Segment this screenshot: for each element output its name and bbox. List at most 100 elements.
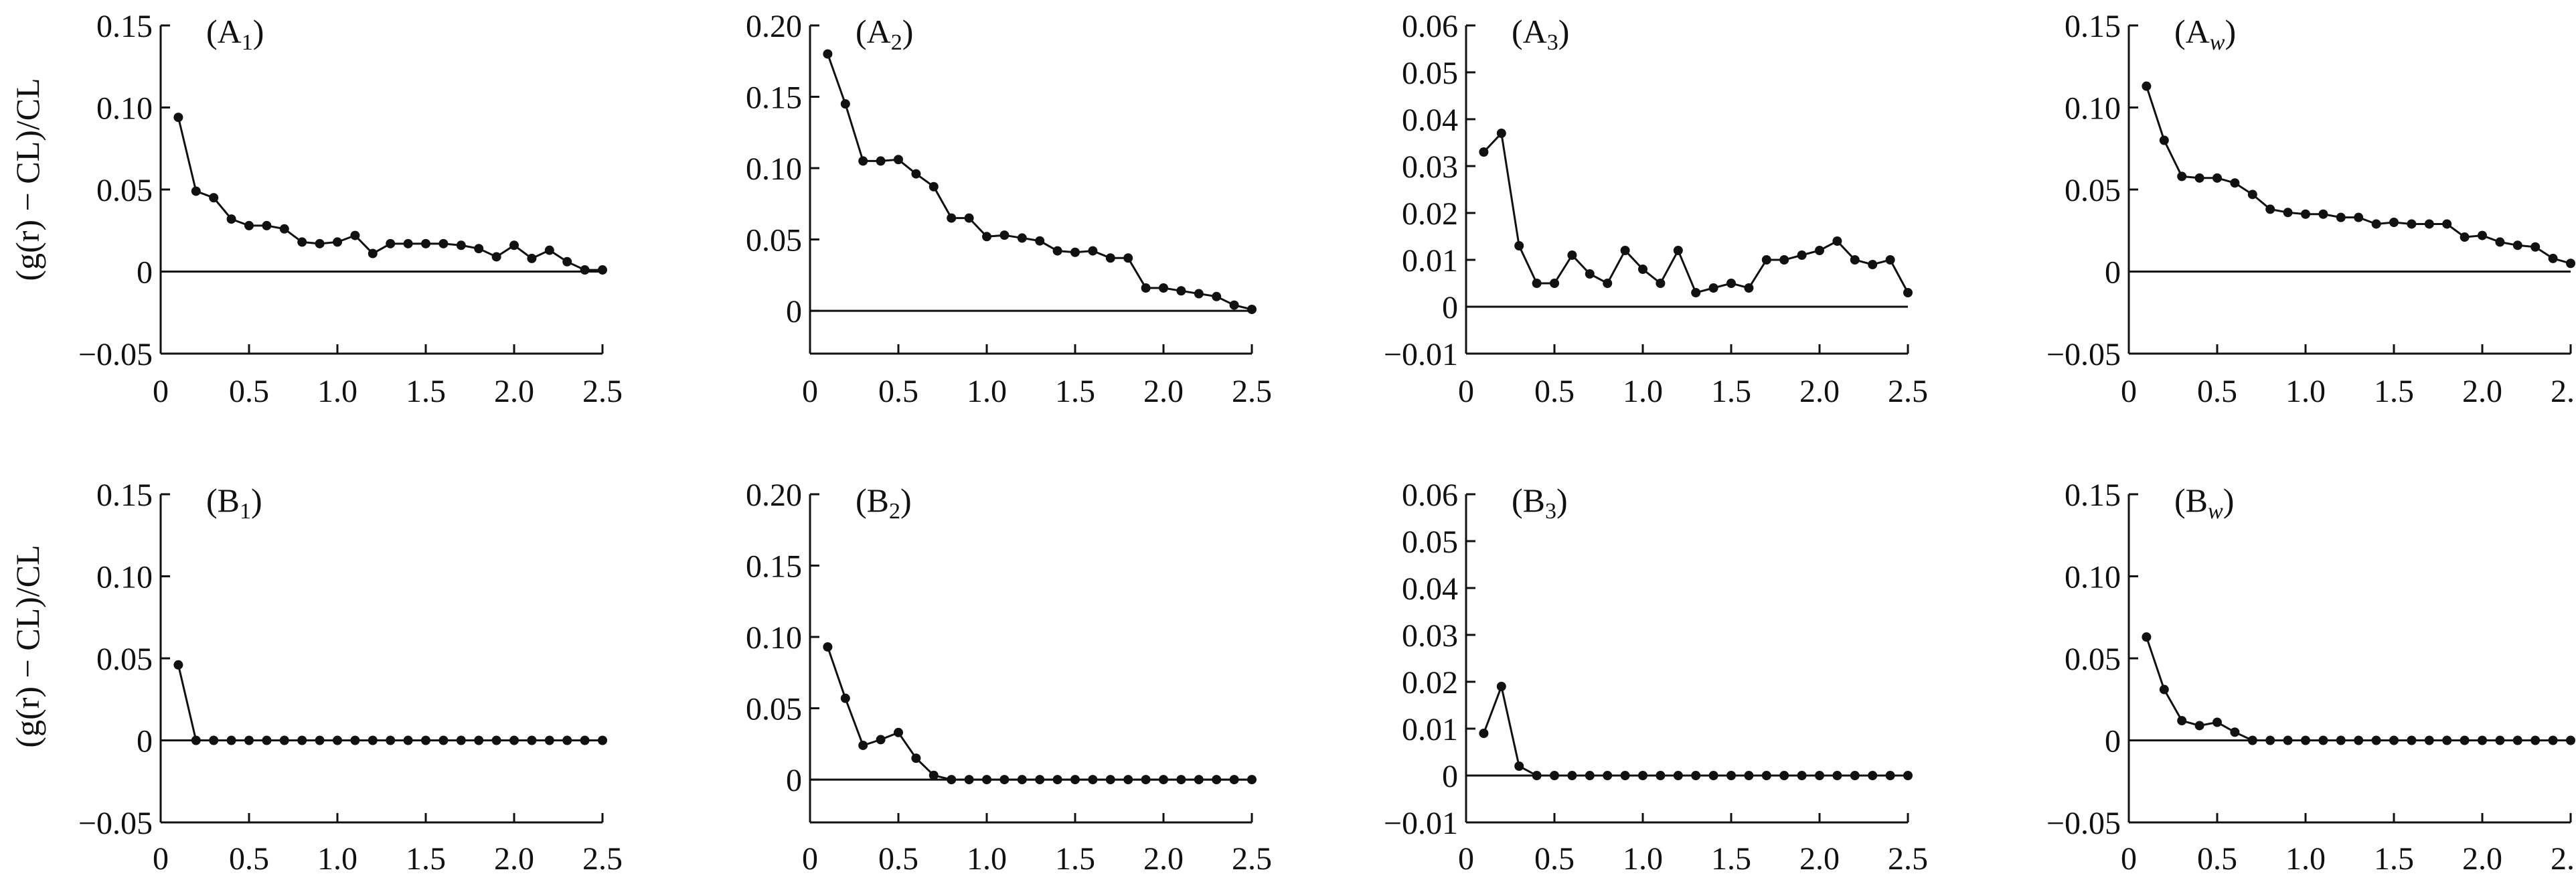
data-point-B3-22 [1868, 771, 1878, 780]
data-point-B1-5 [262, 735, 272, 745]
data-point-B2-7 [947, 775, 957, 785]
data-point-Aw-15 [2407, 219, 2417, 229]
data-point-B3-23 [1885, 771, 1895, 780]
data-point-B2-21 [1194, 775, 1204, 785]
data-point-Aw-14 [2389, 218, 2399, 227]
ytick-label-B3-1: 0 [1442, 759, 1458, 794]
ytick-label-A3-3: 0.02 [1402, 196, 1458, 232]
ytick-label-A3-1: 0 [1442, 290, 1458, 325]
data-point-A3-20 [1832, 236, 1842, 246]
ytick-label-Aw-4: 0.15 [2065, 9, 2121, 44]
data-point-B1-11 [368, 735, 378, 745]
series-line-A3 [1483, 131, 1909, 294]
data-point-A1-4 [244, 220, 254, 230]
data-point-A3-15 [1744, 283, 1754, 293]
data-point-B3-0 [1479, 729, 1489, 738]
ytick-label-Bw-3: 0.10 [2065, 560, 2121, 595]
ytick-label-B1-3: 0.10 [96, 560, 153, 595]
data-point-A1-20 [527, 253, 537, 263]
data-point-Bw-20 [2495, 735, 2505, 745]
xtick-label-A3-1: 0.5 [1534, 374, 1575, 409]
data-point-A2-13 [1052, 246, 1062, 256]
data-point-B2-9 [982, 775, 991, 785]
data-point-Bw-8 [2283, 735, 2293, 745]
ytick-label-B3-3: 0.02 [1402, 665, 1458, 701]
data-point-B3-2 [1514, 761, 1524, 771]
data-point-A1-5 [262, 220, 272, 230]
data-point-A1-17 [474, 244, 484, 254]
data-point-A2-16 [1105, 253, 1115, 263]
data-point-Bw-15 [2407, 735, 2417, 745]
xtick-label-B3-4: 2.0 [1799, 841, 1840, 877]
ytick-label-B1-4: 0.15 [96, 478, 153, 513]
data-point-Bw-11 [2336, 735, 2346, 745]
ytick-label-A2-3: 0.15 [746, 80, 802, 116]
ytick-label-A3-4: 0.03 [1402, 149, 1458, 185]
data-point-B2-12 [1035, 775, 1045, 785]
data-point-Aw-24 [2566, 259, 2575, 269]
data-point-B3-15 [1744, 771, 1754, 780]
ytick-label-A3-0: −0.01 [1384, 337, 1458, 372]
xtick-label-A1-2: 1.0 [317, 374, 357, 409]
data-point-A1-0 [173, 113, 183, 123]
data-point-Aw-19 [2478, 230, 2487, 240]
data-point-B1-4 [244, 735, 254, 745]
data-point-B2-10 [999, 775, 1010, 785]
ytick-label-B2-3: 0.15 [746, 549, 802, 585]
data-point-B2-11 [1017, 775, 1027, 785]
data-point-B2-19 [1159, 775, 1168, 785]
data-point-Bw-2 [2177, 716, 2187, 726]
data-point-Aw-23 [2548, 253, 2558, 263]
data-point-A1-19 [509, 240, 519, 250]
data-point-A2-19 [1159, 283, 1168, 293]
ytick-label-A1-3: 0.10 [96, 91, 153, 127]
xtick-label-Bw-2: 1.0 [2285, 841, 2326, 877]
series-line-B1 [177, 664, 602, 741]
ytick-label-Bw-0: −0.05 [2046, 806, 2121, 841]
data-point-B3-11 [1673, 771, 1683, 780]
data-point-A2-8 [964, 213, 974, 223]
data-point-A2-9 [982, 232, 991, 242]
xtick-label-A3-2: 1.0 [1623, 374, 1663, 409]
xtick-label-A1-1: 0.5 [229, 374, 269, 409]
data-point-B1-24 [598, 735, 607, 745]
ytick-label-Aw-1: 0 [2105, 255, 2121, 291]
xtick-label-B1-3: 1.5 [406, 841, 446, 877]
ytick-label-A3-2: 0.01 [1402, 243, 1458, 279]
ytick-label-A2-2: 0.10 [746, 151, 802, 187]
data-point-A2-18 [1141, 283, 1151, 293]
ylabel-top-row: (g(r) − CL)/CL [9, 78, 46, 281]
panel-label-Bw: (Bw) [2174, 482, 2234, 524]
panel-label-B1: (B1) [206, 482, 262, 524]
data-point-B1-13 [403, 735, 413, 745]
xtick-label-B3-0: 0 [1458, 841, 1474, 877]
data-point-B3-21 [1850, 771, 1860, 780]
data-point-A2-11 [1017, 233, 1027, 243]
data-point-A3-9 [1638, 265, 1647, 274]
data-point-A1-14 [421, 238, 430, 248]
xtick-label-A1-5: 2.5 [582, 374, 623, 409]
panel-label-A2: (A2) [856, 13, 913, 55]
data-point-A1-22 [562, 257, 572, 267]
data-point-A3-11 [1673, 246, 1683, 255]
data-point-Aw-8 [2283, 208, 2293, 218]
panel-label-A1: (A1) [206, 13, 264, 55]
ytick-label-Aw-2: 0.05 [2065, 173, 2121, 208]
data-point-A2-6 [929, 181, 939, 192]
data-point-Aw-1 [2159, 135, 2169, 145]
panel-label-Aw: (Aw) [2174, 13, 2236, 55]
data-point-Aw-6 [2247, 190, 2257, 200]
data-point-A1-7 [297, 237, 307, 247]
data-point-B1-20 [527, 735, 537, 745]
data-point-Aw-16 [2424, 219, 2434, 229]
ylabel-bottom-row: (g(r) − CL)/CL [9, 544, 46, 747]
data-point-Aw-21 [2512, 240, 2522, 250]
data-point-Bw-14 [2389, 735, 2399, 745]
data-point-B3-24 [1903, 771, 1913, 780]
xtick-label-A2-1: 0.5 [878, 374, 918, 409]
data-point-A1-13 [403, 238, 413, 248]
data-point-A2-20 [1176, 286, 1186, 296]
data-point-B3-12 [1691, 771, 1701, 780]
